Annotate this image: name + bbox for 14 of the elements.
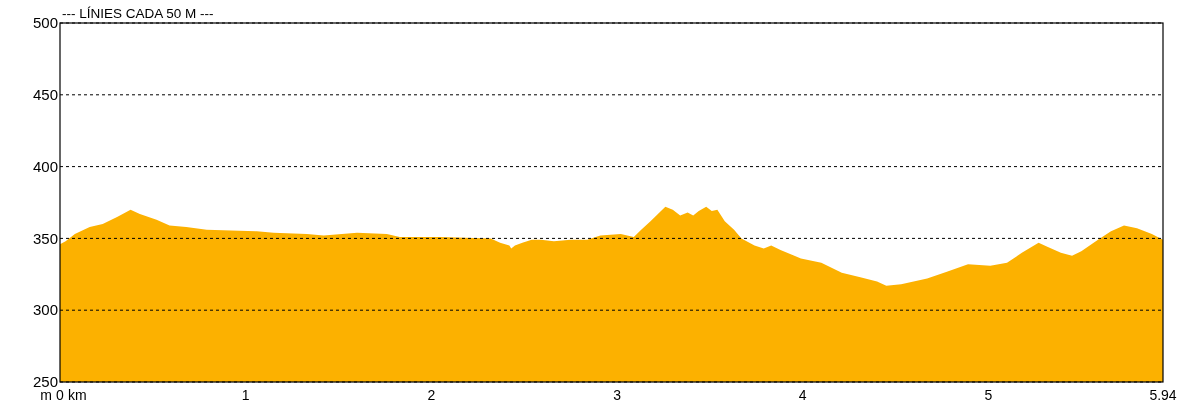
x-tick-label: 2 xyxy=(427,386,436,402)
x-tick-label: 0 xyxy=(56,386,65,402)
x-tick-label: 5.94 xyxy=(1149,386,1177,402)
chart-title: --- LÍNIES CADA 50 M --- xyxy=(62,5,214,21)
y-tick-label: 300 xyxy=(32,301,58,319)
x-tick-label: 4 xyxy=(798,386,807,402)
x-axis-title: km xyxy=(68,386,87,402)
x-tick-label: 5 xyxy=(984,386,993,402)
y-tick-label: 350 xyxy=(32,229,58,247)
x-tick-label: 3 xyxy=(613,386,622,402)
y-tick-label: 400 xyxy=(32,157,58,175)
x-tick-label: 1 xyxy=(241,386,250,402)
y-tick-label: 450 xyxy=(32,86,58,104)
y-tick-label: 500 xyxy=(32,14,58,32)
